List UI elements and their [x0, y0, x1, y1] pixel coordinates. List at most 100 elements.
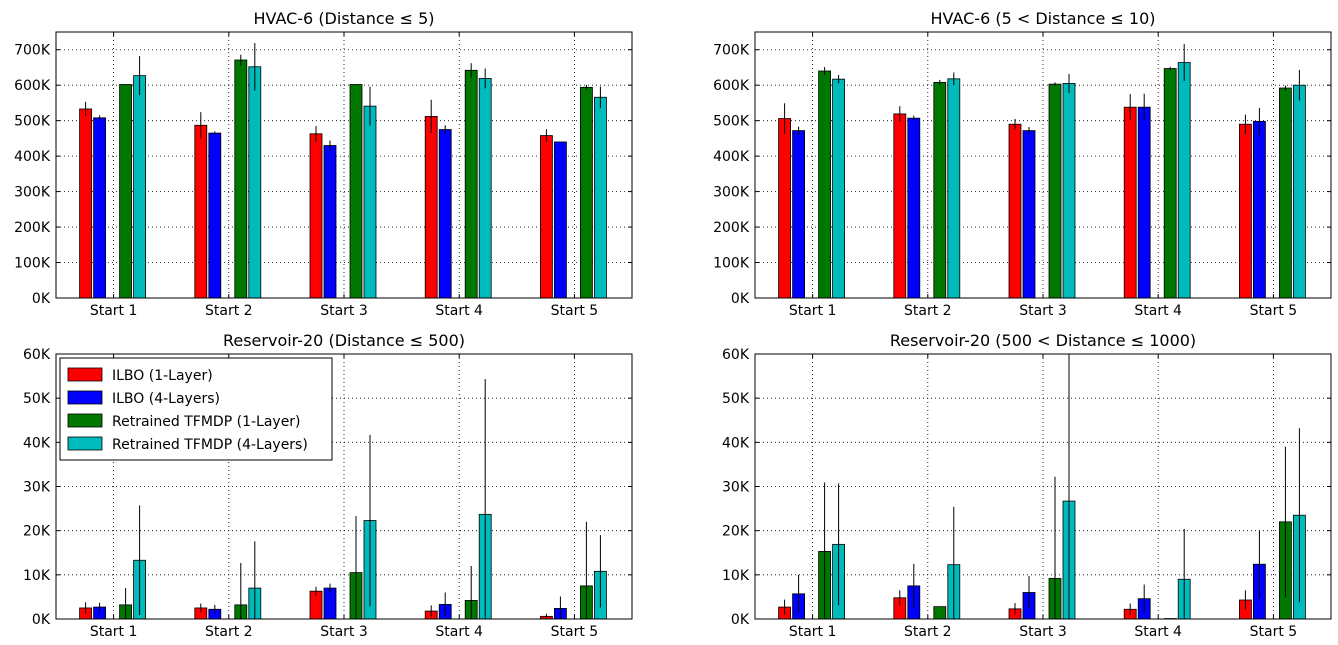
y-tick-label: 700K [14, 43, 51, 59]
y-tick-label: 0K [731, 612, 750, 628]
x-tick-label: Start 5 [1250, 624, 1298, 640]
bar [833, 79, 845, 298]
y-tick-label: 400K [713, 149, 750, 165]
y-tick-label: 500K [713, 114, 750, 130]
y-tick-label: 60K [23, 347, 51, 363]
legend-swatch [68, 414, 102, 427]
bar [235, 60, 247, 298]
x-tick-label: Start 5 [551, 624, 599, 640]
y-tick-label: 50K [23, 391, 51, 407]
bar [80, 109, 92, 298]
chart-title: HVAC-6 (Distance ≤ 5) [253, 9, 434, 28]
y-tick-label: 0K [32, 612, 51, 628]
bar [540, 136, 552, 298]
y-tick-label: 0K [731, 291, 750, 307]
bar [894, 114, 906, 298]
y-tick-label: 30K [722, 480, 750, 496]
bar [120, 84, 132, 298]
bar [479, 78, 491, 298]
bar [580, 87, 592, 298]
x-tick-label: Start 1 [789, 303, 837, 319]
bar [908, 118, 920, 298]
bar [310, 134, 322, 298]
x-tick-label: Start 2 [205, 303, 253, 319]
chart-title: Reservoir-20 (500 < Distance ≤ 1000) [890, 331, 1196, 350]
y-tick-label: 100K [713, 256, 750, 272]
y-tick-label: 200K [14, 220, 51, 236]
bar [934, 607, 946, 619]
y-tick-label: 500K [14, 114, 51, 130]
bar [1279, 88, 1291, 298]
bar [1138, 107, 1150, 298]
x-tick-label: Start 5 [1250, 303, 1298, 319]
bar [1023, 131, 1035, 298]
legend-label: ILBO (1-Layer) [112, 368, 213, 384]
bar [1253, 121, 1265, 298]
bar [1124, 107, 1136, 298]
bar [94, 118, 106, 298]
x-tick-label: Start 1 [90, 624, 138, 640]
bar [779, 119, 791, 298]
legend-label: Retrained TFMDP (4-Layers) [112, 437, 308, 453]
y-tick-label: 700K [713, 43, 750, 59]
bar [594, 97, 606, 298]
y-tick-label: 300K [14, 185, 51, 201]
bar [793, 131, 805, 298]
y-tick-label: 40K [722, 435, 750, 451]
bar [1239, 124, 1251, 298]
bar [134, 76, 146, 298]
x-tick-label: Start 4 [1134, 624, 1182, 640]
y-tick-label: 10K [23, 568, 51, 584]
bar [425, 116, 437, 298]
y-tick-label: 600K [713, 78, 750, 94]
x-tick-label: Start 3 [320, 624, 368, 640]
legend: ILBO (1-Layer) ILBO (4-Layers) Retrained T… [60, 358, 332, 460]
bar [1049, 84, 1061, 298]
bar [465, 70, 477, 298]
x-tick-label: Start 1 [789, 624, 837, 640]
y-tick-label: 600K [14, 78, 51, 94]
chart-title: Reservoir-20 (Distance ≤ 500) [223, 331, 465, 350]
y-tick-label: 300K [713, 185, 750, 201]
x-tick-label: Start 4 [435, 303, 483, 319]
bar [1178, 63, 1190, 298]
x-tick-label: Start 3 [1019, 624, 1067, 640]
y-tick-label: 60K [722, 347, 750, 363]
bar [1009, 124, 1021, 298]
y-tick-label: 100K [14, 256, 51, 272]
bar [324, 145, 336, 298]
legend-swatch [68, 437, 102, 450]
x-tick-label: Start 2 [904, 303, 952, 319]
legend-label: Retrained TFMDP (1-Layer) [112, 414, 301, 430]
y-tick-label: 20K [23, 524, 51, 540]
bar [819, 71, 831, 298]
x-tick-label: Start 5 [551, 303, 599, 319]
x-tick-label: Start 2 [904, 624, 952, 640]
y-tick-label: 200K [713, 220, 750, 236]
y-tick-label: 10K [722, 568, 750, 584]
y-tick-label: 400K [14, 149, 51, 165]
bar [350, 84, 362, 298]
x-tick-label: Start 1 [90, 303, 138, 319]
bar [1063, 83, 1075, 298]
x-tick-label: Start 4 [435, 624, 483, 640]
bar [554, 142, 566, 298]
x-tick-label: Start 3 [1019, 303, 1067, 319]
legend-label: ILBO (4-Layers) [112, 391, 220, 407]
y-tick-label: 30K [23, 480, 51, 496]
bar [1164, 69, 1176, 298]
bar [195, 125, 207, 298]
bar [209, 133, 221, 298]
y-tick-label: 40K [23, 435, 51, 451]
bar [934, 82, 946, 298]
bar [439, 130, 451, 298]
bar [324, 588, 336, 619]
chart-title: HVAC-6 (5 < Distance ≤ 10) [931, 9, 1156, 28]
y-tick-label: 20K [722, 524, 750, 540]
chart-panel-2: 0K 100K 200K 300K 400K 500K 600K 700K Start 1 Sta… [713, 9, 1331, 319]
legend-swatch [68, 368, 102, 381]
